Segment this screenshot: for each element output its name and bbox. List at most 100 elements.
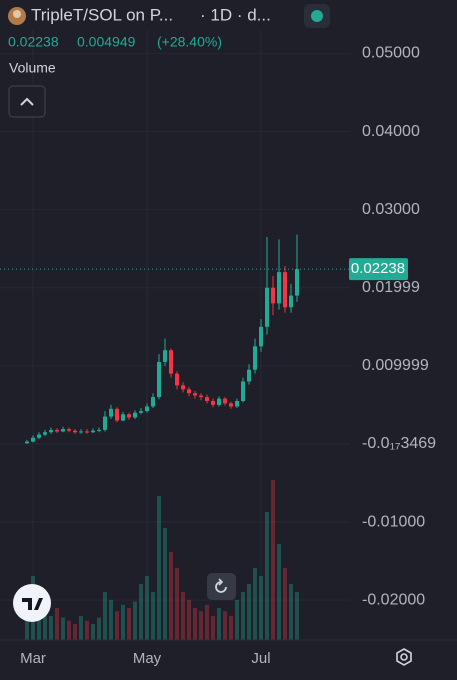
candle-body [241, 381, 245, 401]
candle-body [169, 350, 173, 374]
volume-bar [109, 600, 113, 640]
candle-body [235, 400, 239, 407]
symbol[interactable]: TripleT/SOL on P... [31, 5, 173, 24]
candle-body [121, 414, 125, 421]
candle-body [211, 400, 215, 405]
volume-bar [127, 608, 131, 640]
candle-body [91, 430, 95, 433]
candle-body [217, 398, 221, 405]
candle-body [277, 272, 281, 304]
volume-bar [289, 584, 293, 640]
candle-body [139, 411, 143, 413]
volume-bar [235, 600, 239, 640]
y-tick-label: -0.01000 [362, 513, 425, 530]
candle-body [175, 373, 179, 386]
candle-body [151, 397, 155, 407]
candle-body [49, 429, 53, 433]
reset-button[interactable] [207, 573, 236, 600]
tv-logo-mark [22, 598, 43, 610]
last-price-tag [349, 258, 408, 281]
candle-body [163, 350, 167, 362]
candle-body [265, 287, 269, 327]
candle-body [289, 295, 293, 308]
candle-body [199, 395, 203, 398]
volume-bar [151, 592, 155, 640]
candle-body [271, 287, 275, 304]
candle-body [67, 429, 71, 431]
candle-body [79, 431, 83, 433]
volume-bar [283, 568, 287, 640]
volume-bar [145, 576, 149, 640]
candle-body [223, 398, 227, 404]
volume-bar [91, 624, 95, 640]
y-tick-label: -0.02000 [362, 591, 425, 608]
y-tick-label: 0.05000 [362, 45, 420, 62]
candle-body [109, 408, 113, 417]
reset-icon-arrow [218, 578, 224, 586]
candle-body [103, 416, 107, 430]
volume-bar [181, 592, 185, 640]
candle-body [73, 430, 77, 433]
candle-body [97, 429, 101, 431]
candle-body [133, 412, 137, 418]
volume-bar [265, 512, 269, 640]
volume-bar [55, 608, 59, 640]
volume-bar [43, 611, 47, 640]
volume-label: Volume [9, 60, 56, 76]
candle-body [61, 429, 65, 432]
volume-bar [247, 584, 251, 640]
collapse-button[interactable] [8, 85, 46, 118]
volume-bar [25, 620, 29, 640]
volume-bar [169, 552, 173, 640]
candle-body [157, 361, 161, 398]
y-tick-label: 0.01999 [362, 279, 420, 296]
settings-icon-center [400, 653, 408, 661]
candle-body [247, 369, 251, 382]
collapse-icon [20, 97, 34, 106]
volume-bar [211, 616, 215, 640]
volume-bar [241, 592, 245, 640]
status-dot [311, 10, 323, 22]
candle-body [187, 389, 191, 394]
volume-bar [223, 611, 227, 640]
candle-body [229, 403, 233, 407]
candle-body [145, 406, 149, 412]
volume-bar [175, 568, 179, 640]
candle-body [43, 432, 47, 435]
volume-bar [277, 544, 281, 640]
last-price-label: 0.02238 [351, 260, 405, 277]
volume-bar [61, 617, 65, 640]
volume-bar [199, 611, 203, 640]
candle-body [85, 431, 89, 433]
y-tick-label: 0.04000 [362, 123, 420, 140]
symbol-icon-detail [13, 10, 21, 18]
volume-bar [253, 568, 257, 640]
volume-bar [85, 620, 89, 640]
candle-body [259, 326, 263, 347]
candle-body [37, 434, 41, 438]
volume-bar [229, 616, 233, 640]
x-tick-label: May [133, 650, 162, 667]
candle-body [253, 346, 257, 370]
candle-body [283, 272, 287, 308]
change-pct: (+28.40%) [157, 34, 222, 50]
volume-bar [271, 480, 275, 640]
candle-body [181, 385, 185, 390]
settings-button[interactable] [396, 648, 412, 666]
volume-bar [67, 620, 71, 640]
change: 0.004949 [77, 34, 136, 50]
volume-bar [139, 584, 143, 640]
volume-bar [295, 592, 299, 640]
volume-bar [205, 604, 209, 640]
candle-body [205, 397, 209, 401]
interval[interactable]: · 1D · d... [200, 5, 271, 24]
candle-body [127, 414, 131, 418]
volume-bar [79, 616, 83, 640]
candle-body [115, 408, 119, 421]
x-tick-label: Mar [20, 650, 46, 667]
volume-bar [115, 611, 119, 640]
volume-bar [259, 576, 263, 640]
candle-body [31, 437, 35, 442]
candle-body [295, 269, 299, 296]
